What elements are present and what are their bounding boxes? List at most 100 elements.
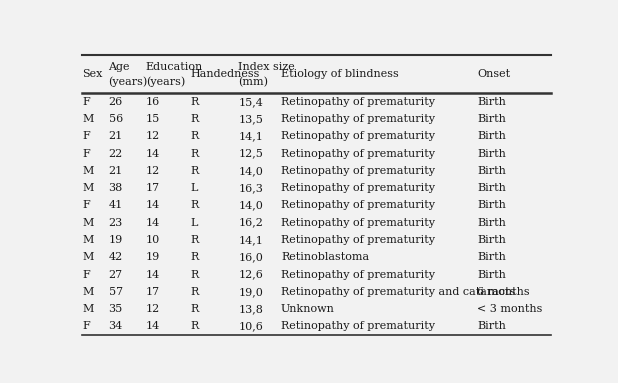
Text: Birth: Birth [477, 131, 506, 141]
Text: 14: 14 [146, 270, 160, 280]
Text: Retinopathy of prematurity: Retinopathy of prematurity [281, 321, 435, 331]
Text: F: F [82, 270, 90, 280]
Text: 35: 35 [109, 304, 123, 314]
Text: Birth: Birth [477, 200, 506, 210]
Text: 13,5: 13,5 [239, 114, 263, 124]
Text: Birth: Birth [477, 252, 506, 262]
Text: Birth: Birth [477, 218, 506, 228]
Text: M: M [82, 304, 93, 314]
Text: F: F [82, 321, 90, 331]
Text: (years): (years) [109, 76, 148, 87]
Text: Birth: Birth [477, 270, 506, 280]
Text: 12: 12 [146, 304, 160, 314]
Text: 21: 21 [109, 166, 123, 176]
Text: 34: 34 [109, 321, 123, 331]
Text: 56: 56 [109, 114, 123, 124]
Text: Retinopathy of prematurity and cataracts: Retinopathy of prematurity and cataracts [281, 287, 515, 297]
Text: R: R [191, 97, 199, 107]
Text: 12: 12 [146, 166, 160, 176]
Text: (mm): (mm) [239, 77, 268, 87]
Text: R: R [191, 200, 199, 210]
Text: 16: 16 [146, 97, 160, 107]
Text: Handedness: Handedness [191, 69, 260, 79]
Text: 17: 17 [146, 183, 160, 193]
Text: R: R [191, 252, 199, 262]
Text: 13,8: 13,8 [239, 304, 263, 314]
Text: Retinopathy of prematurity: Retinopathy of prematurity [281, 131, 435, 141]
Text: L: L [191, 183, 198, 193]
Text: M: M [82, 218, 93, 228]
Text: 27: 27 [109, 270, 123, 280]
Text: F: F [82, 97, 90, 107]
Text: Retinopathy of prematurity: Retinopathy of prematurity [281, 218, 435, 228]
Text: 26: 26 [109, 97, 123, 107]
Text: Retinopathy of prematurity: Retinopathy of prematurity [281, 114, 435, 124]
Text: R: R [191, 114, 199, 124]
Text: Birth: Birth [477, 166, 506, 176]
Text: L: L [191, 218, 198, 228]
Text: 14,1: 14,1 [239, 235, 263, 245]
Text: F: F [82, 149, 90, 159]
Text: 14,0: 14,0 [239, 166, 263, 176]
Text: Age: Age [109, 62, 130, 72]
Text: R: R [191, 235, 199, 245]
Text: 15,4: 15,4 [239, 97, 263, 107]
Text: Retinopathy of prematurity: Retinopathy of prematurity [281, 149, 435, 159]
Text: Etiology of blindness: Etiology of blindness [281, 69, 399, 79]
Text: Birth: Birth [477, 235, 506, 245]
Text: 22: 22 [109, 149, 123, 159]
Text: M: M [82, 166, 93, 176]
Text: R: R [191, 166, 199, 176]
Text: 10: 10 [146, 235, 160, 245]
Text: R: R [191, 287, 199, 297]
Text: 10,6: 10,6 [239, 321, 263, 331]
Text: 19,0: 19,0 [239, 287, 263, 297]
Text: Unknown: Unknown [281, 304, 335, 314]
Text: M: M [82, 252, 93, 262]
Text: R: R [191, 270, 199, 280]
Text: 21: 21 [109, 131, 123, 141]
Text: R: R [191, 304, 199, 314]
Text: F: F [82, 131, 90, 141]
Text: Retinopathy of prematurity: Retinopathy of prematurity [281, 166, 435, 176]
Text: Retinopathy of prematurity: Retinopathy of prematurity [281, 183, 435, 193]
Text: 14,1: 14,1 [239, 131, 263, 141]
Text: Retinopathy of prematurity: Retinopathy of prematurity [281, 235, 435, 245]
Text: 12,6: 12,6 [239, 270, 263, 280]
Text: 41: 41 [109, 200, 123, 210]
Text: Birth: Birth [477, 114, 506, 124]
Text: 12,5: 12,5 [239, 149, 263, 159]
Text: Birth: Birth [477, 321, 506, 331]
Text: 57: 57 [109, 287, 123, 297]
Text: Birth: Birth [477, 183, 506, 193]
Text: 14: 14 [146, 321, 160, 331]
Text: Retinoblastoma: Retinoblastoma [281, 252, 369, 262]
Text: M: M [82, 183, 93, 193]
Text: Retinopathy of prematurity: Retinopathy of prematurity [281, 270, 435, 280]
Text: M: M [82, 287, 93, 297]
Text: 17: 17 [146, 287, 160, 297]
Text: Retinopathy of prematurity: Retinopathy of prematurity [281, 97, 435, 107]
Text: 16,2: 16,2 [239, 218, 263, 228]
Text: M: M [82, 114, 93, 124]
Text: 42: 42 [109, 252, 123, 262]
Text: M: M [82, 235, 93, 245]
Text: 14,0: 14,0 [239, 200, 263, 210]
Text: 19: 19 [109, 235, 123, 245]
Text: 16,0: 16,0 [239, 252, 263, 262]
Text: R: R [191, 321, 199, 331]
Text: R: R [191, 149, 199, 159]
Text: Retinopathy of prematurity: Retinopathy of prematurity [281, 200, 435, 210]
Text: 14: 14 [146, 218, 160, 228]
Text: 15: 15 [146, 114, 160, 124]
Text: F: F [82, 200, 90, 210]
Text: 23: 23 [109, 218, 123, 228]
Text: < 3 months: < 3 months [477, 304, 543, 314]
Text: 12: 12 [146, 131, 160, 141]
Text: Sex: Sex [82, 69, 103, 79]
Text: Birth: Birth [477, 149, 506, 159]
Text: Birth: Birth [477, 97, 506, 107]
Text: Onset: Onset [477, 69, 510, 79]
Text: (years): (years) [146, 76, 185, 87]
Text: 16,3: 16,3 [239, 183, 263, 193]
